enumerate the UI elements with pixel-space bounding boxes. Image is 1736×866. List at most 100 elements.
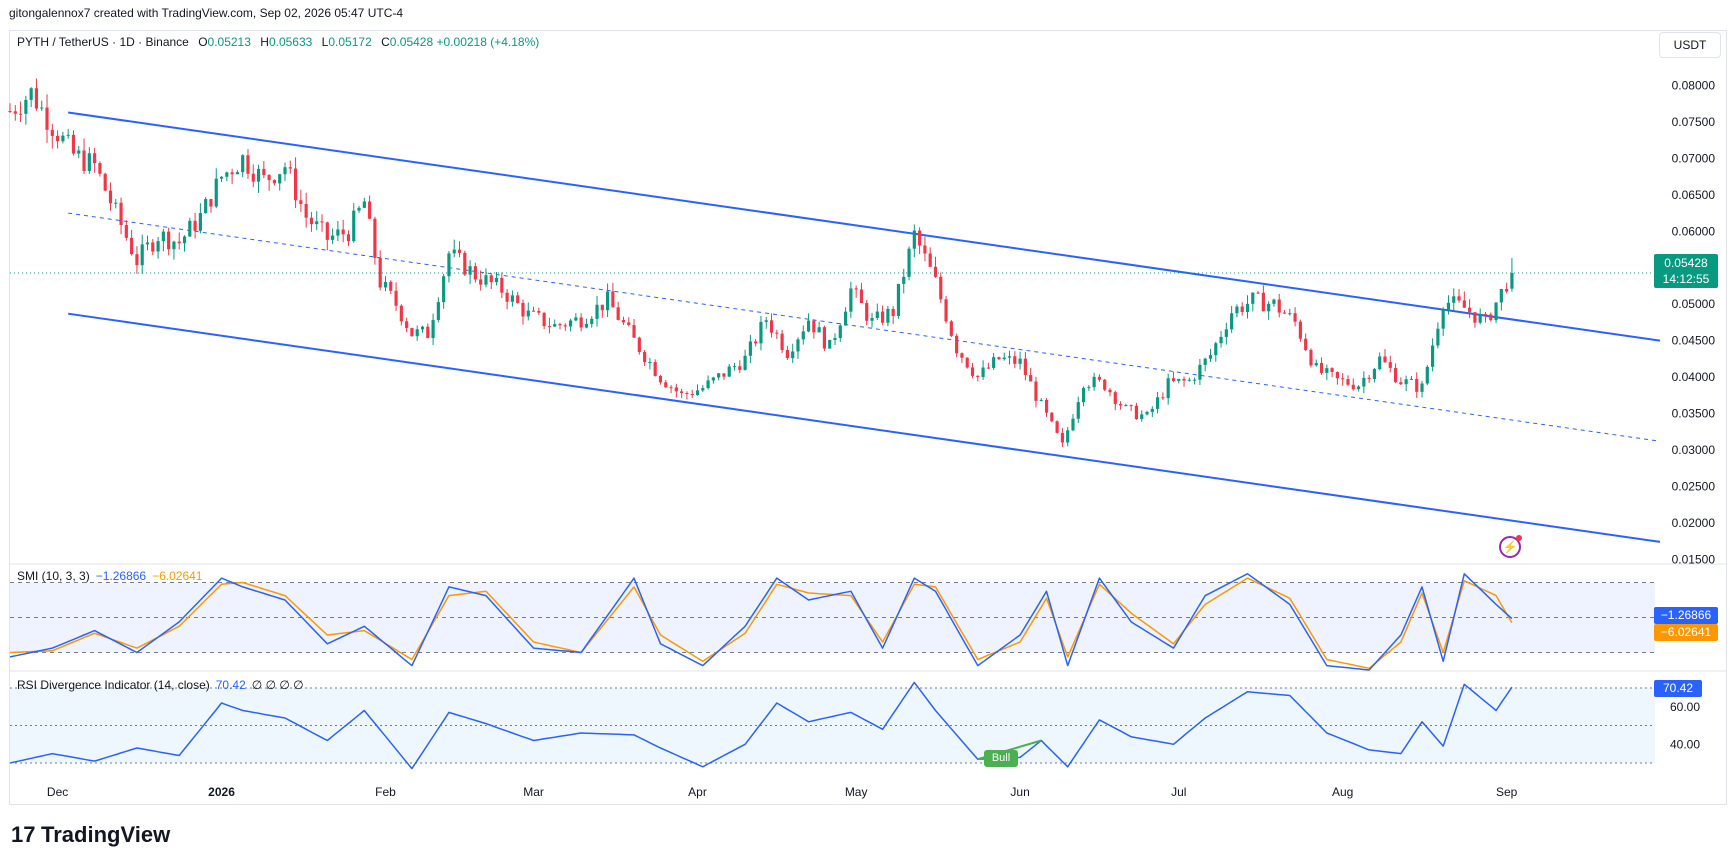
candle-body <box>304 204 308 218</box>
candle-body <box>315 221 319 225</box>
candle-body <box>1182 378 1186 381</box>
candle-body <box>1060 432 1064 443</box>
candle-body <box>1351 384 1355 390</box>
price-axis-tick: 0.04500 <box>1672 334 1716 348</box>
candle-body <box>685 392 689 394</box>
candle-body <box>537 310 541 313</box>
candle-body <box>442 276 446 303</box>
candle-body <box>764 320 768 322</box>
candle-body <box>484 275 488 285</box>
candle-body <box>1510 273 1514 289</box>
candle-body <box>230 172 234 175</box>
candle-body <box>574 317 578 321</box>
time-axis-tick: Apr <box>688 785 707 799</box>
candle-body <box>288 167 292 169</box>
candle-body <box>198 213 202 231</box>
candle-body <box>680 391 684 393</box>
channel-upper-line <box>68 111 1661 342</box>
candle-body <box>1298 321 1302 339</box>
candle-body <box>833 337 837 340</box>
candle-body <box>992 357 996 368</box>
candle-body <box>1198 364 1202 380</box>
candle-body <box>579 317 583 328</box>
candle-body <box>1150 408 1154 412</box>
smi-legend: SMI (10, 3, 3) −1.26866 −6.02641 <box>17 569 202 583</box>
tradingview-mark: 17 <box>11 822 36 847</box>
candle-body <box>568 320 573 327</box>
candle-body <box>881 311 885 323</box>
candle-body <box>410 327 414 337</box>
candle-body <box>1473 312 1477 323</box>
candle-body <box>653 362 657 376</box>
candle-body <box>981 367 985 377</box>
currency-button[interactable]: USDT <box>1659 32 1721 58</box>
candle-body <box>891 308 895 316</box>
candle-body <box>256 168 261 182</box>
rsi-axis-tick: 60.00 <box>1670 700 1700 714</box>
candle-body <box>1013 356 1017 364</box>
candle-body <box>584 323 589 328</box>
candle-body <box>997 357 1001 360</box>
candle-body <box>1230 313 1234 330</box>
candle-body <box>965 357 969 368</box>
candle-body <box>1187 379 1191 381</box>
candle-body <box>119 202 123 226</box>
candle-body <box>648 362 652 364</box>
candle-body <box>1425 366 1429 384</box>
candle-body <box>1118 403 1123 406</box>
candle-body <box>50 129 54 136</box>
candle-body <box>611 291 615 308</box>
candle-body <box>1404 379 1408 385</box>
candle-body <box>1335 371 1339 379</box>
candle-body <box>399 305 403 322</box>
time-axis-tick: 2026 <box>208 785 235 799</box>
rsi-title[interactable]: RSI Divergence Indicator (14, close) <box>17 678 210 692</box>
candle-body <box>172 241 176 250</box>
candle-body <box>71 134 76 154</box>
candle-body <box>1388 362 1392 368</box>
candle-body <box>161 231 165 242</box>
tradingview-logo: 17 TradingView <box>11 822 170 848</box>
candle-body <box>806 320 811 332</box>
candle-body <box>1103 379 1107 390</box>
candle-body <box>61 135 65 142</box>
smi-title[interactable]: SMI (10, 3, 3) <box>17 569 90 583</box>
candle-body <box>1420 383 1424 392</box>
candle-body <box>225 172 229 177</box>
candle-body <box>1018 358 1022 364</box>
candle-body <box>722 373 726 377</box>
candle-body <box>373 218 377 258</box>
candle-body <box>182 236 187 244</box>
candle-body <box>479 279 483 285</box>
candle-body <box>775 332 779 334</box>
candle-body <box>452 249 456 254</box>
time-axis-tick: Sep <box>1496 785 1518 799</box>
candle-body <box>1499 289 1503 303</box>
candle-body <box>1193 379 1197 381</box>
candle-body <box>1489 314 1493 321</box>
rsi-line <box>9 681 1513 770</box>
candle-body <box>627 322 631 326</box>
candle-body <box>368 201 372 219</box>
smi-signal-line <box>9 577 1513 670</box>
candle-body <box>114 202 118 204</box>
candle-body <box>796 339 800 352</box>
candle-body <box>1441 309 1445 329</box>
time-axis-tick: Aug <box>1332 785 1353 799</box>
candle-body <box>547 326 552 328</box>
smi-signal-tag: −6.02641 <box>1654 624 1718 641</box>
candle-body <box>1383 356 1387 363</box>
candle-body <box>331 235 335 240</box>
close-value: 0.05428 <box>389 35 434 49</box>
candle-body <box>405 321 409 328</box>
symbol-name[interactable]: PYTH / TetherUS · 1D · Binance <box>17 35 189 49</box>
candle-body <box>219 176 224 179</box>
low-label: L <box>321 35 329 49</box>
candle-body <box>29 88 33 100</box>
candle-body <box>949 321 953 336</box>
lightning-icon[interactable]: ⚡ <box>1499 535 1522 558</box>
candle-body <box>468 266 472 275</box>
candle-body <box>1251 292 1255 304</box>
candle-body <box>690 393 694 396</box>
